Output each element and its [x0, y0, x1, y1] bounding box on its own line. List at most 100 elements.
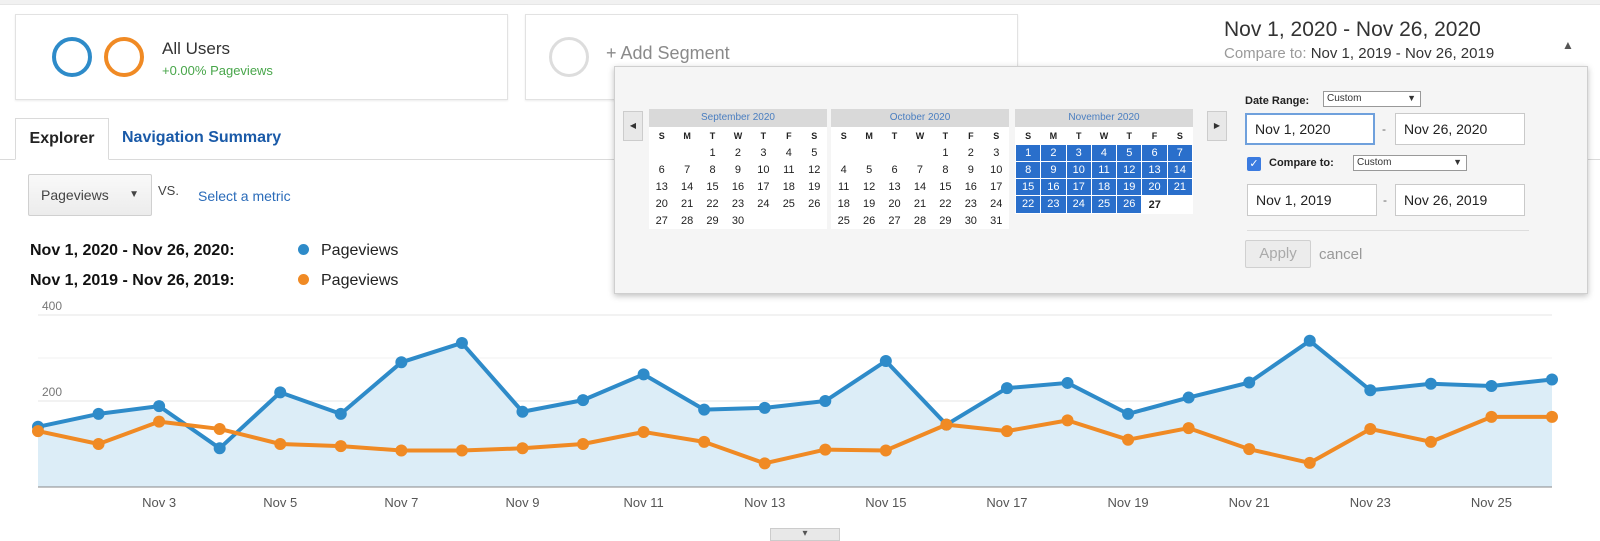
calendar-day[interactable]: 3 [760, 146, 767, 159]
calendar-day[interactable]: 19 [1116, 178, 1143, 196]
calendar-day[interactable]: 19 [808, 180, 821, 193]
calendar-day[interactable]: 16 [1040, 178, 1067, 196]
calendar-day[interactable]: 5 [1116, 144, 1143, 162]
calendar-day[interactable]: 2 [734, 146, 742, 159]
calendar-day[interactable]: 29 [706, 214, 719, 227]
calendar-day[interactable]: 29 [939, 214, 952, 227]
calendar-day[interactable]: 2 [1040, 144, 1067, 162]
calendar-day[interactable]: 10 [1065, 161, 1092, 179]
calendar-day[interactable]: 25 [837, 214, 850, 227]
calendar-day[interactable]: 25 [782, 197, 795, 210]
calendar-day[interactable]: 24 [990, 197, 1003, 210]
apply-button[interactable]: Apply [1245, 240, 1311, 268]
calendar-day[interactable]: 16 [964, 180, 977, 193]
date-range-selector[interactable]: Nov 1, 2020 - Nov 26, 2020 [1224, 18, 1481, 41]
compare-range-text[interactable]: Compare to: Nov 1, 2019 - Nov 26, 2019 [1224, 45, 1494, 62]
calendar-day[interactable]: 5 [866, 163, 873, 176]
start-date-input[interactable]: Nov 1, 2020 [1245, 113, 1375, 145]
segment-card-all-users[interactable]: All Users +0.00% Pageviews [15, 14, 508, 100]
calendar-day[interactable]: 23 [964, 197, 977, 210]
calendar-day[interactable]: 21 [681, 197, 694, 210]
tab-explorer[interactable]: Explorer [15, 118, 109, 160]
calendar-day[interactable]: 1 [942, 146, 949, 159]
calendar-day[interactable]: 14 [913, 180, 927, 193]
cancel-link[interactable]: cancel [1319, 246, 1363, 263]
compare-checkbox[interactable]: ✓ [1247, 157, 1261, 171]
compare-start-input[interactable]: Nov 1, 2019 [1247, 184, 1377, 216]
calendar-day[interactable]: 9 [734, 163, 742, 176]
calendar-day[interactable]: 14 [1166, 161, 1194, 179]
calendar-day[interactable]: 17 [1065, 178, 1092, 196]
calendar-day[interactable]: 24 [757, 197, 770, 210]
calendar-day[interactable]: 20 [1141, 178, 1168, 196]
compare-select[interactable]: Custom ▼ [1353, 155, 1467, 171]
calendar-day[interactable]: 23 [1040, 195, 1067, 214]
calendar-day[interactable]: 21 [1166, 178, 1194, 196]
select-metric-link[interactable]: Select a metric [198, 188, 291, 204]
calendar-day[interactable]: 26 [808, 197, 821, 210]
calendar-day[interactable]: 17 [990, 180, 1003, 193]
calendar-day[interactable]: 18 [782, 180, 795, 193]
calendar-day[interactable]: 11 [1090, 161, 1118, 179]
calendar-day[interactable]: 27 [1148, 198, 1161, 211]
calendar-day[interactable]: 16 [731, 180, 745, 193]
calendar-day[interactable]: 13 [1141, 161, 1168, 179]
next-month-icon[interactable]: ▶ [1207, 111, 1227, 141]
calendar-day[interactable]: 10 [757, 163, 770, 176]
calendar-day[interactable]: 4 [785, 146, 792, 159]
calendar-day[interactable]: 9 [967, 163, 974, 176]
calendar-day[interactable]: 12 [863, 180, 876, 193]
date-range-select[interactable]: Custom ▼ [1323, 91, 1421, 107]
calendar-day[interactable]: 11 [783, 163, 795, 176]
calendar-day[interactable]: 2 [967, 146, 974, 159]
chart-expand-handle[interactable]: ▾ [770, 528, 840, 541]
calendar-day[interactable]: 17 [757, 180, 770, 193]
calendar-day[interactable]: 27 [655, 214, 668, 227]
calendar-day[interactable]: 28 [913, 214, 927, 227]
calendar-day[interactable]: 4 [1090, 144, 1118, 162]
calendar-day[interactable]: 26 [1116, 195, 1143, 214]
calendar-day[interactable]: 19 [863, 197, 876, 210]
calendar-day[interactable]: 7 [916, 163, 924, 176]
calendar-day[interactable]: 23 [731, 197, 745, 210]
calendar-day[interactable]: 7 [684, 163, 691, 176]
calendar-day[interactable]: 6 [658, 163, 665, 176]
calendar-day[interactable]: 26 [863, 214, 876, 227]
calendar-day[interactable]: 13 [655, 180, 668, 193]
calendar-day[interactable]: 30 [731, 214, 745, 227]
calendar-day[interactable]: 12 [1116, 161, 1143, 179]
calendar-day[interactable]: 3 [1065, 144, 1092, 162]
calendar-day[interactable]: 8 [1014, 161, 1042, 179]
calendar-day[interactable]: 4 [840, 163, 847, 176]
calendar-day[interactable]: 24 [1065, 195, 1092, 214]
calendar-day[interactable]: 14 [681, 180, 694, 193]
calendar-day[interactable]: 22 [706, 197, 719, 210]
calendar-day[interactable]: 25 [1090, 195, 1118, 214]
calendar-day[interactable]: 6 [1141, 144, 1168, 162]
calendar-day[interactable]: 9 [1040, 161, 1067, 179]
metric-dropdown[interactable]: Pageviews ▼ [28, 174, 152, 216]
calendar-day[interactable]: 8 [709, 163, 716, 176]
calendar-day[interactable]: 18 [1090, 178, 1118, 196]
calendar-day[interactable]: 15 [1014, 178, 1042, 196]
calendar-day[interactable]: 12 [808, 163, 821, 176]
calendar-day[interactable]: 22 [939, 197, 952, 210]
calendar-day[interactable]: 30 [964, 214, 977, 227]
calendar-day[interactable]: 20 [655, 197, 668, 210]
add-segment-label[interactable]: + Add Segment [606, 43, 730, 63]
calendar-day[interactable]: 10 [990, 163, 1003, 176]
calendar-day[interactable]: 18 [837, 197, 850, 210]
calendar-day[interactable]: 1 [709, 146, 716, 159]
calendar-day[interactable]: 8 [942, 163, 949, 176]
prev-month-icon[interactable]: ◀ [623, 111, 643, 141]
calendar-day[interactable]: 11 [838, 180, 850, 193]
collapse-caret-icon[interactable]: ▲ [1562, 38, 1574, 52]
calendar-day[interactable]: 5 [811, 146, 818, 159]
calendar-day[interactable]: 7 [1166, 144, 1194, 162]
end-date-input[interactable]: Nov 26, 2020 [1395, 113, 1525, 145]
compare-end-input[interactable]: Nov 26, 2019 [1395, 184, 1525, 216]
calendar-day[interactable]: 20 [888, 197, 901, 210]
calendar-day[interactable]: 15 [939, 180, 952, 193]
tab-navigation-summary[interactable]: Navigation Summary [122, 129, 282, 146]
calendar-day[interactable]: 13 [888, 180, 901, 193]
